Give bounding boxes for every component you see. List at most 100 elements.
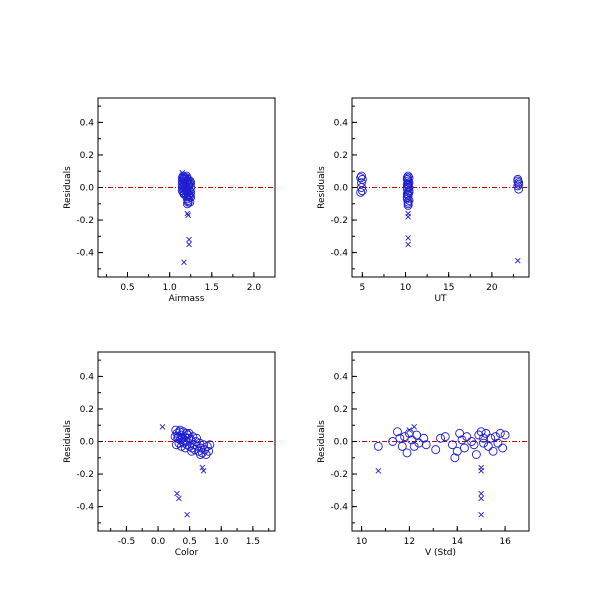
x-tick-label: 1.5 [205,283,219,293]
data-point-x [199,464,206,471]
data-point-x [478,511,484,518]
data-point-circle [404,187,414,197]
panel-color: -0.5 0.0 0.5 1.0 1.5 -0.4 -0.2 0.0 0.2 0.4 Color Re… [63,351,276,558]
y-tick-label: 0.2 [334,151,348,161]
data-point-circle [483,441,493,451]
y-tick-label: -0.4 [330,503,348,513]
data-point-circle [200,445,210,455]
data-point-circle [395,433,405,443]
data-point-circle [400,432,410,442]
data-point-x [406,427,413,433]
y-tick-label: 0.2 [80,151,94,161]
data-point-x [478,467,484,474]
data-point-circle [467,437,477,446]
data-point-circle [419,433,429,443]
data-point-circle [356,187,366,197]
x-tick-label: 10 [400,283,412,293]
data-point-circle [357,171,366,181]
data-point-circle [513,176,523,186]
x-tick-label: 20 [486,283,498,293]
data-point-circle [392,427,402,437]
data-point-x [411,424,418,430]
data-point-x [375,467,382,474]
data-point-circle [412,430,422,440]
data-point-circle [471,450,481,459]
panel-airmass: 0.5 1.0 1.5 2.0 -0.4 -0.2 0.0 0.2 0.4 Airmass Resi… [63,97,276,304]
data-point-circle [205,440,215,450]
y-axis-label: Residuals [317,166,327,209]
data-point-circle [403,171,413,181]
data-point-circle [404,178,414,188]
data-point-circle [514,179,524,189]
data-point-circle [455,428,465,438]
x-tick-label: 12 [404,537,415,547]
data-point-circle [457,435,467,445]
x-tick-label: 1.5 [246,537,260,547]
data-point-circle [498,443,508,453]
x-axis-label: Color [175,548,199,558]
data-point-circle [402,189,412,199]
data-point-circle [440,432,450,442]
data-point-circle [195,450,205,459]
data-point-circle [373,441,383,451]
data-point-circle [180,173,190,183]
panel-vstd: 10 12 14 16 -0.4 -0.2 0.0 0.2 0.4 V (Std) Residual… [317,351,530,558]
data-point-circle [174,438,184,448]
y-tick-label: -0.4 [76,503,94,513]
data-point-circle [192,433,202,443]
data-point-circle [462,432,472,442]
data-point-circle [403,200,413,210]
data-point-x [200,467,207,474]
y-tick-label: 0.2 [80,405,94,415]
data-point-circle [196,443,206,453]
y-tick-label: 0.0 [334,438,349,448]
y-tick-label: -0.2 [330,470,348,480]
data-point-circle [191,437,201,446]
x-tick-label: 0.5 [120,283,134,293]
data-point-circle [176,441,186,451]
data-point-x [184,511,190,518]
data-point-circle [448,440,457,450]
x-tick-label: 14 [452,537,464,547]
data-point-circle [186,187,196,197]
data-point-circle [185,176,195,186]
data-point-circle [402,448,412,458]
data-point-circle [493,438,503,448]
data-point-x [179,170,186,176]
data-point-x [186,241,192,248]
data-point-circle [182,171,191,181]
data-point-circle [199,440,209,450]
data-point-circle [450,453,460,463]
x-tick-label: 0.5 [182,537,196,547]
data-point-circle [175,425,185,435]
y-tick-label: 0.0 [334,184,349,194]
data-point-circle [404,183,414,192]
data-point-circle [356,173,366,183]
data-point-x [181,259,187,266]
y-tick-label: -0.4 [76,249,94,259]
data-point-circle [409,441,419,451]
data-point-circle [421,440,431,450]
data-point-x [159,424,166,430]
y-tick-label: 0.0 [80,438,95,448]
data-point-circle [500,430,510,440]
data-point-circle [357,174,367,184]
data-point-circle [173,433,183,443]
data-point-circle [431,445,441,455]
data-point-x [405,241,411,248]
data-point-circle [407,435,417,445]
data-point-circle [495,428,505,438]
data-point-circle [479,433,489,443]
x-axis-label: V (Std) [425,548,456,558]
x-tick-label: 1.0 [214,537,229,547]
y-tick-label: 0.4 [334,118,349,128]
y-tick-label: 0.4 [334,372,349,382]
data-point-circle [436,433,445,443]
data-point-circle [474,430,484,440]
data-point-circle [404,428,414,438]
data-point-circle [404,173,414,183]
data-point-x [174,490,180,497]
data-point-circle [488,446,498,456]
data-point-circle [469,440,479,450]
